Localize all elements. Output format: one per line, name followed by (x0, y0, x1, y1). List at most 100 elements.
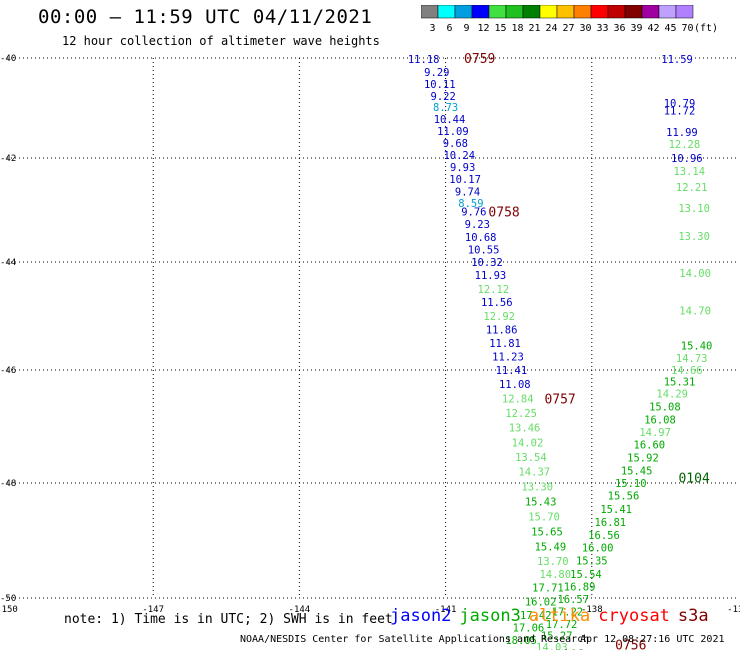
x-tick-label: -147 (142, 605, 164, 615)
data-point-label: 15.40 (681, 341, 713, 353)
data-point-label: 11.99 (666, 127, 698, 139)
data-point-label: 9.76 (461, 207, 486, 219)
data-point-label: 15.43 (525, 496, 557, 508)
data-point-label: 9.74 (455, 186, 480, 198)
data-point-label: 9.23 (465, 219, 490, 231)
data-point-label: 12.25 (505, 408, 537, 420)
data-point-label: 14.37 (518, 467, 550, 479)
data-point-label: 12.84 (502, 393, 534, 405)
data-point-label: 15.70 (528, 511, 560, 523)
data-point-label: 15.10 (615, 478, 647, 490)
y-tick-label: -46 (0, 366, 16, 376)
data-point-label: 9.22 (431, 91, 456, 103)
data-point-label: 9.29 (424, 67, 449, 79)
legend-entry-jason2: jason2 (390, 606, 452, 626)
data-point-label: 11.18 (408, 54, 440, 66)
y-tick-label: -48 (0, 479, 16, 489)
data-point-label: 10.32 (471, 257, 503, 269)
data-point-label: 11.41 (496, 365, 528, 377)
data-point-label: 10.17 (449, 174, 481, 186)
data-point-label: 10.24 (443, 150, 475, 162)
x-tick-label: -135 (727, 605, 740, 615)
satellite-legend: jason2 jason3 altika cryosat s3a (390, 606, 717, 626)
colorbar-swatch (675, 5, 694, 19)
data-point-label: 11.56 (481, 297, 513, 309)
x-tick-label: -138 (581, 605, 603, 615)
data-point-label: 15.08 (649, 402, 681, 414)
colorbar-label: 70 (681, 23, 693, 33)
data-point-label: 13.10 (678, 203, 710, 215)
colorbar-label: 3 (429, 23, 435, 33)
pass-time-label: 0757 (544, 392, 575, 407)
data-point-label: 15.54 (570, 569, 602, 581)
colorbar: 3 6 9 12 15 18 21 24 27 30 33 36 39 42 45 70 (ft) (421, 5, 718, 33)
data-point-label: 13.30 (678, 231, 710, 243)
data-point-label: 10.68 (465, 232, 497, 244)
data-point-label: 15.49 (535, 541, 567, 553)
data-point-label: 8.59 (458, 198, 483, 210)
data-point-label: 10.11 (424, 79, 456, 91)
colorbar-unit: (ft) (694, 23, 718, 33)
data-point-label: 14.70 (679, 306, 711, 318)
pass-time-label: 0103 (554, 648, 585, 650)
data-point-label: 14.97 (639, 427, 671, 439)
data-point-label: 15.27 (541, 631, 573, 643)
x-tick-label: -150 (0, 605, 18, 615)
data-point-label: 16.60 (634, 440, 666, 452)
colorbar-label: 42 (647, 23, 659, 33)
data-point-label: 14.66 (671, 365, 703, 377)
colorbar-label: 27 (562, 23, 574, 33)
legend-entry-jason3: jason3 (459, 606, 521, 626)
data-point-label: 11.93 (475, 270, 507, 282)
legend-entry-s3a: s3a (677, 606, 709, 626)
data-point-label: 11.86 (486, 325, 518, 337)
data-point-label: 10.96 (671, 153, 703, 165)
data-point-label: 14.00 (679, 268, 711, 280)
y-tick-label: -42 (0, 154, 16, 164)
colorbar-label: 6 (446, 23, 452, 33)
pass-time-label: 0104 (678, 471, 709, 486)
data-point-label: 13.46 (509, 423, 541, 435)
data-point-label: 9.68 (443, 138, 468, 150)
data-point-label: 17.71 (532, 583, 564, 595)
y-tick-label: -44 (0, 258, 16, 268)
data-point-label: 13.14 (673, 166, 705, 178)
data-point-label: 14.02 (512, 437, 544, 449)
credit-text: NOAA/NESDIS Center for Satellite Applica… (240, 634, 590, 645)
data-point-label: 10.55 (468, 245, 500, 257)
pass-time-label: 0756 (615, 639, 646, 650)
data-point-label: 11.09 (437, 126, 469, 138)
data-point-label: 13.54 (515, 452, 547, 464)
colorbar-label: 15 (494, 23, 506, 33)
colorbar-label: 30 (579, 23, 591, 33)
data-point-label: 17.72 (546, 619, 578, 631)
data-point-label: 15.56 (608, 491, 640, 503)
data-point-label: 16.89 (564, 582, 596, 594)
data-point-label: 13.70 (537, 556, 569, 568)
legend-entry-altika: altika (528, 606, 591, 626)
y-tick-label: -40 (0, 54, 16, 64)
data-point-label: 9.93 (450, 162, 475, 174)
colorbar-label: 33 (596, 23, 608, 33)
data-point-label: 12.92 (483, 311, 515, 323)
footnote: note: 1) Time is in UTC; 2) SWH is in fe… (64, 612, 393, 627)
data-point-label: 14.73 (676, 353, 708, 365)
pass-time-label: 0758 (488, 206, 519, 221)
x-tick-label: -141 (435, 605, 457, 615)
colorbar-label: 39 (630, 23, 642, 33)
data-point-label: 12.28 (669, 139, 701, 151)
data-point-label: 10.44 (434, 114, 466, 126)
data-point-label: 16.08 (644, 415, 676, 427)
colorbar-label: 45 (664, 23, 676, 33)
data-point-label: 17.06 (513, 623, 545, 635)
data-point-label: 8.73 (433, 102, 458, 114)
legend-entry-cryosat: cryosat (598, 606, 670, 626)
pass-time-label: 0759 (464, 52, 495, 67)
colorbar-label: 18 (511, 23, 523, 33)
data-point-label: 15.35 (576, 556, 608, 568)
data-point-label: 14.29 (656, 389, 688, 401)
data-point-label: 17.42 (520, 610, 552, 622)
data-point-label: 11.72 (664, 106, 696, 118)
data-point-label: 15.65 (531, 526, 563, 538)
